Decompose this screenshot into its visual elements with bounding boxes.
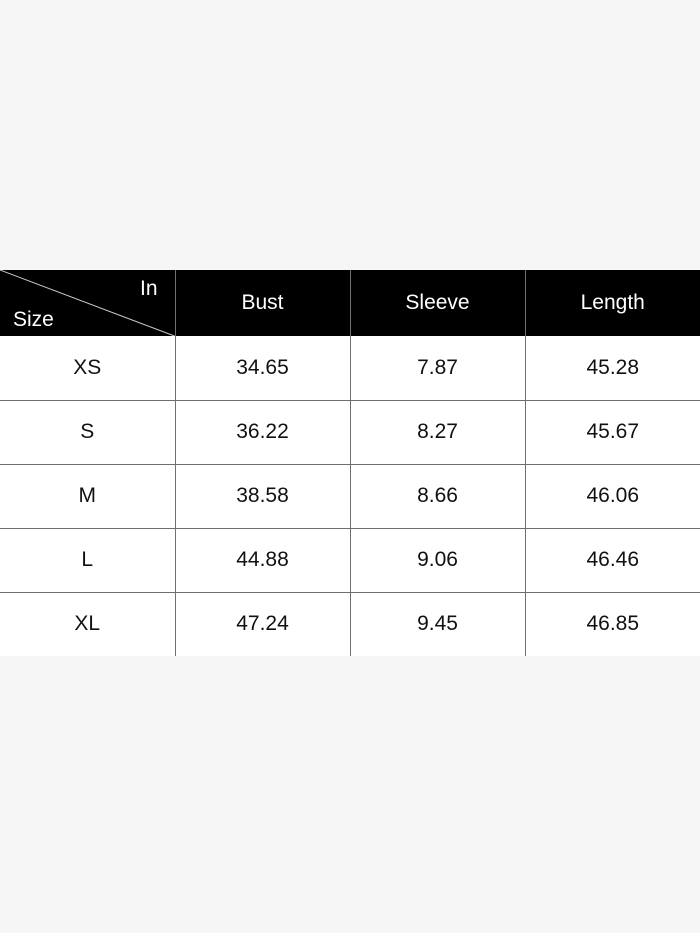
- diagonal-divider-line: [0, 270, 175, 336]
- sleeve-cell: 8.66: [349, 463, 525, 528]
- size-chart-header: In Size Bust Sleeve Length: [0, 270, 700, 336]
- length-cell: 46.06: [524, 463, 700, 528]
- table-row-xs: XS 34.65 7.87 45.28: [0, 336, 700, 400]
- size-label: Size: [13, 308, 54, 331]
- size-chart-body: XS 34.65 7.87 45.28 S 36.22 8.27 45.67 M…: [0, 336, 700, 656]
- size-cell: S: [0, 399, 175, 464]
- length-cell: 45.67: [524, 399, 700, 464]
- sleeve-cell: 8.27: [349, 399, 525, 464]
- bust-cell: 38.58: [174, 463, 350, 528]
- bust-cell: 34.65: [174, 336, 350, 400]
- size-cell: L: [0, 527, 175, 592]
- bust-cell: 47.24: [174, 591, 350, 656]
- column-header-length: Length: [524, 270, 700, 336]
- table-row-l: L 44.88 9.06 46.46: [0, 527, 700, 592]
- size-cell: XS: [0, 336, 175, 400]
- size-cell: XL: [0, 591, 175, 656]
- sleeve-cell: 7.87: [349, 336, 525, 400]
- table-row-xl: XL 47.24 9.45 46.85: [0, 591, 700, 656]
- sleeve-cell: 9.06: [349, 527, 525, 592]
- length-cell: 46.46: [524, 527, 700, 592]
- bust-cell: 36.22: [174, 399, 350, 464]
- size-chart-table: In Size Bust Sleeve Length XS 34.65 7.87…: [0, 270, 700, 656]
- column-header-bust: Bust: [174, 270, 350, 336]
- table-row-s: S 36.22 8.27 45.67: [0, 399, 700, 464]
- length-cell: 45.28: [524, 336, 700, 400]
- sleeve-cell: 9.45: [349, 591, 525, 656]
- length-cell: 46.85: [524, 591, 700, 656]
- bust-cell: 44.88: [174, 527, 350, 592]
- unit-label: In: [139, 277, 158, 300]
- table-row-m: M 38.58 8.66 46.06: [0, 463, 700, 528]
- column-header-sleeve: Sleeve: [349, 270, 525, 336]
- size-unit-corner-cell: In Size: [0, 270, 175, 336]
- header-row: In Size Bust Sleeve Length: [0, 270, 700, 336]
- size-cell: M: [0, 463, 175, 528]
